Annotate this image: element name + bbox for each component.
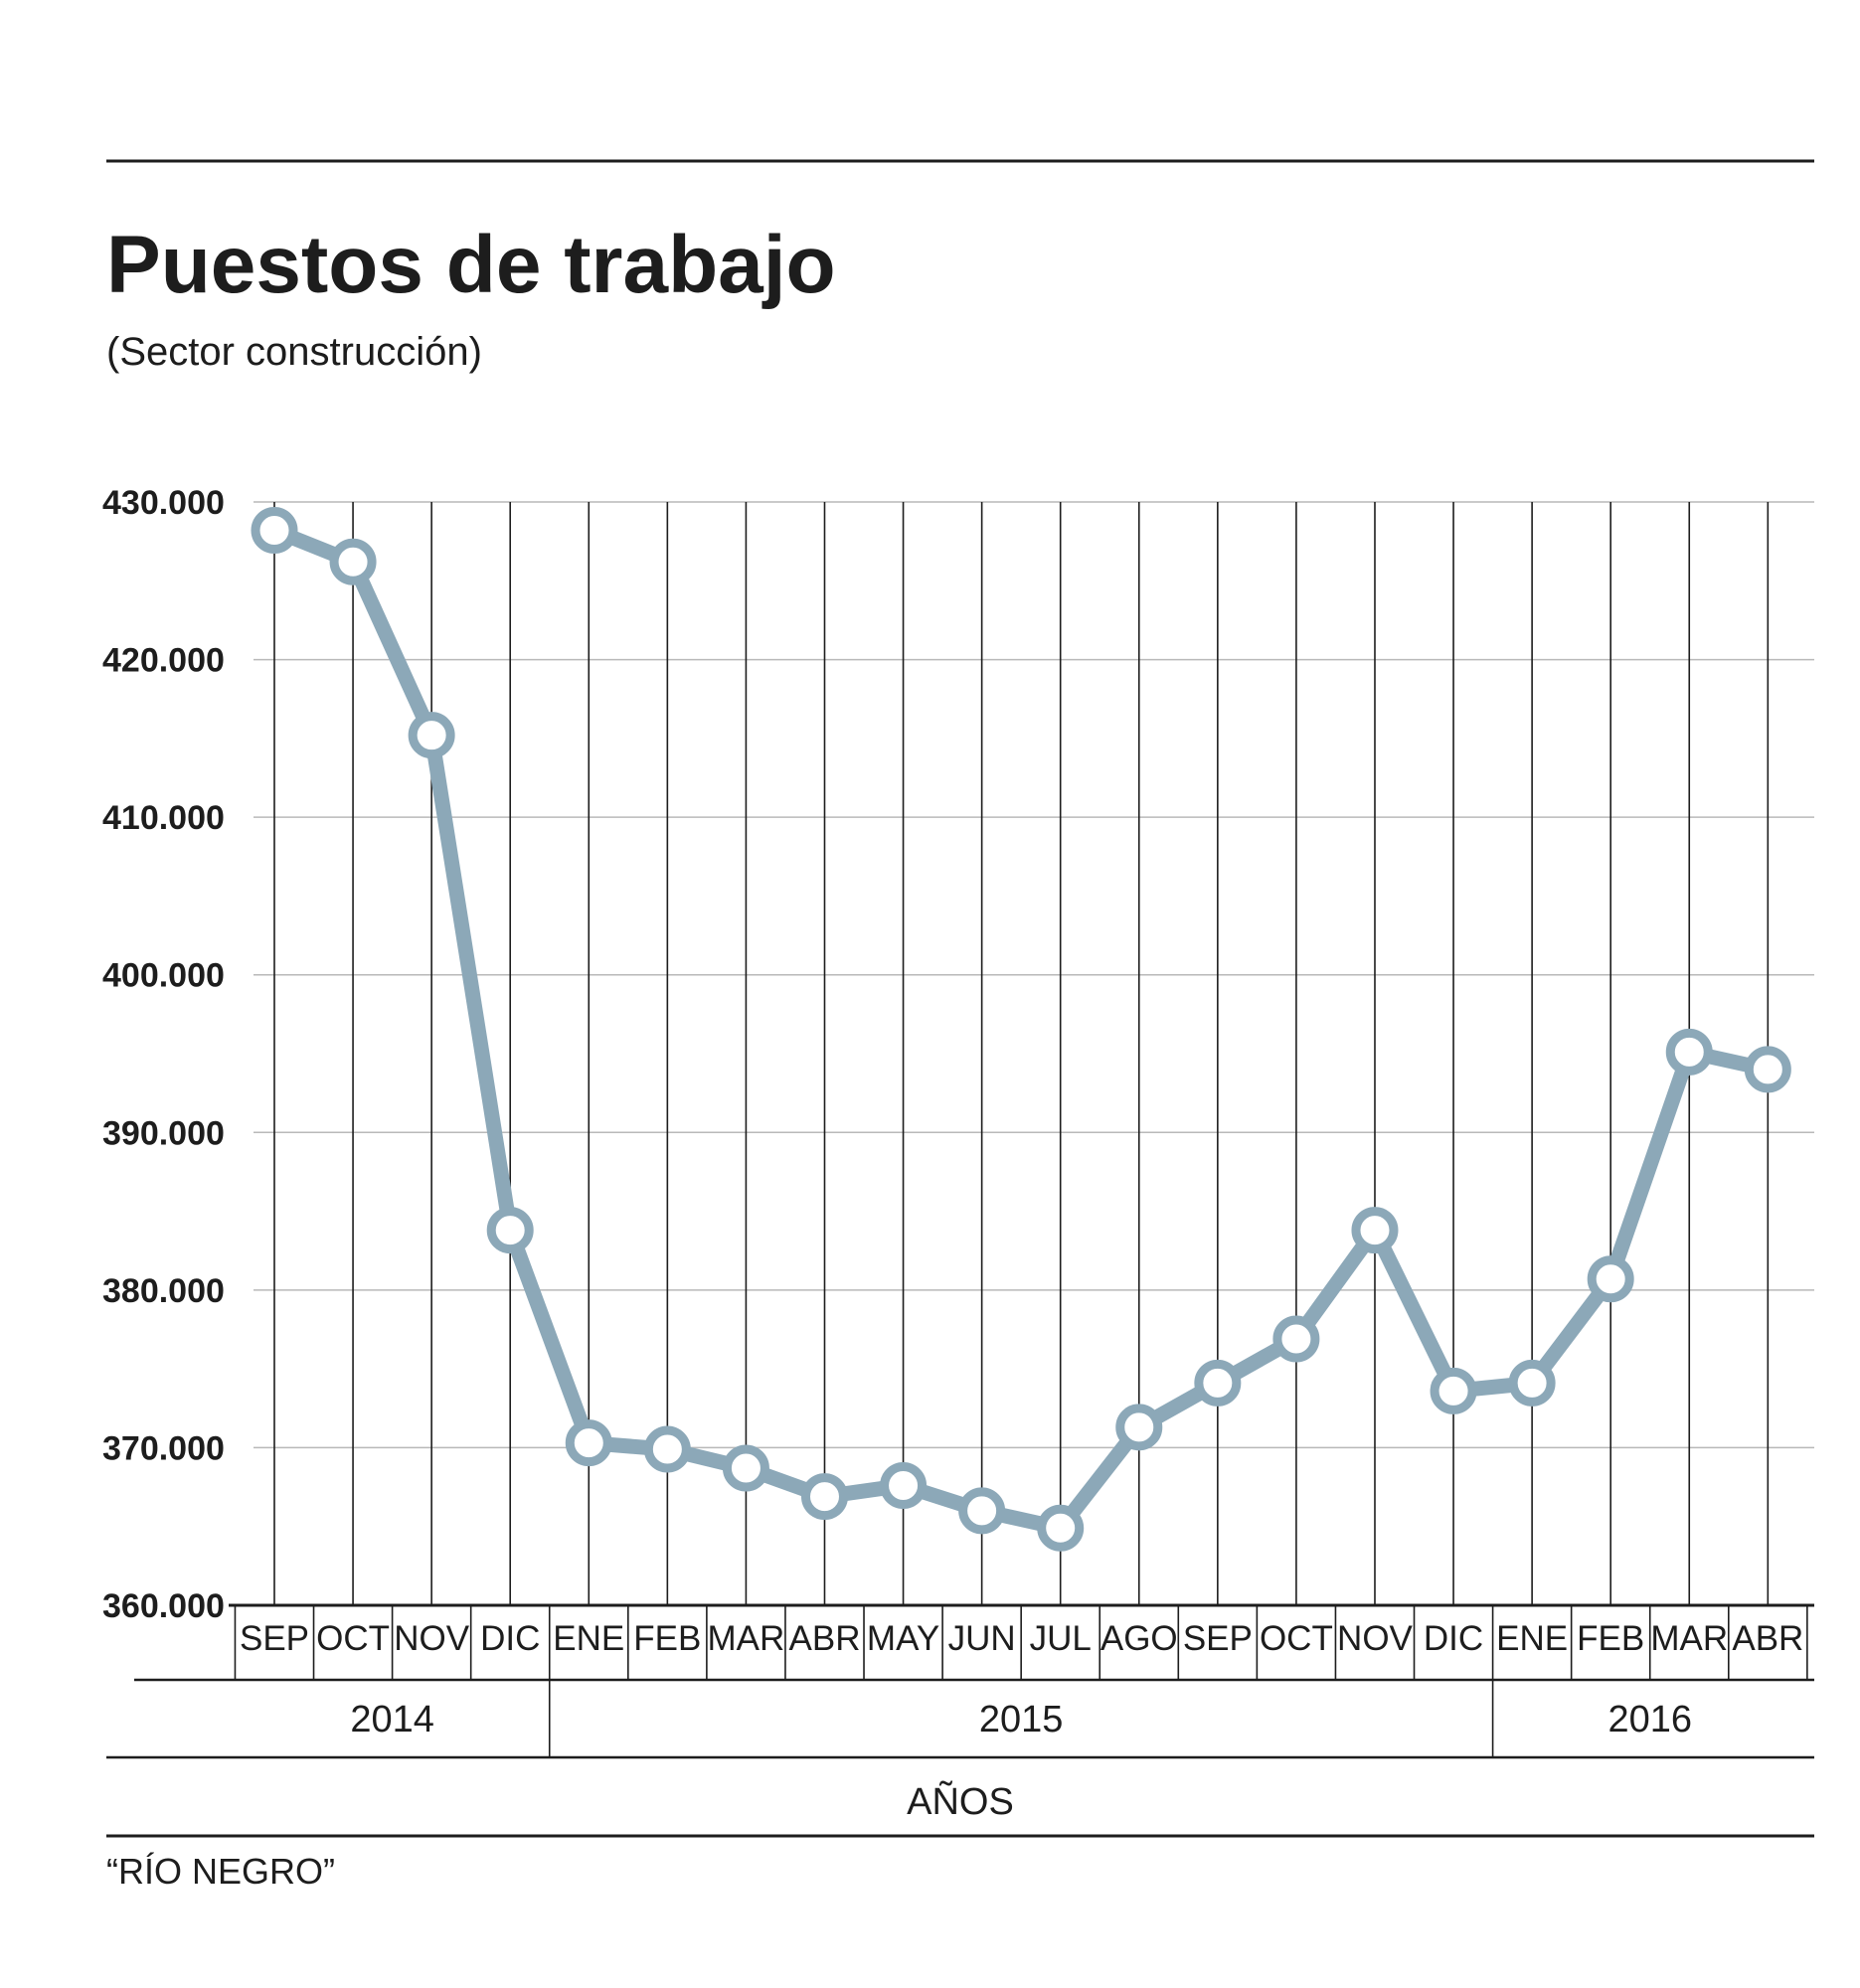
data-point [1430,1367,1477,1414]
y-tick-label: 380.000 [102,1272,225,1310]
chart-title: Puestos de trabajo [106,220,836,310]
y-axis-labels: 430.000 420.000 410.000 400.000 390.000 380.0… [102,484,225,1625]
year-label: 2016 [1607,1699,1692,1740]
x-axis-label: AÑOS [907,1780,1014,1823]
data-point [1665,1028,1713,1076]
y-tick-label: 360.000 [102,1587,225,1625]
data-point [1115,1404,1163,1451]
x-tick-label: MAR [708,1619,785,1658]
x-tick-label: JUN [948,1619,1016,1658]
data-point [1351,1207,1399,1254]
data-series [251,507,1791,1552]
data-point [486,1207,534,1254]
x-tick-label: ENE [1496,1619,1568,1658]
y-tick-label: 390.000 [102,1114,225,1152]
data-point [1508,1359,1556,1407]
gridlines [229,501,1814,1607]
x-tick-label: ABR [789,1619,861,1658]
year-label: 2014 [350,1699,434,1740]
x-tick-label: OCT [1260,1619,1333,1658]
data-point [643,1425,691,1473]
y-tick-label: 430.000 [102,484,225,522]
x-tick-label: SEP [1183,1619,1253,1658]
source-credit: “RÍO NEGRO” [106,1851,335,1892]
x-tick-label: ABR [1732,1619,1803,1658]
y-tick-label: 400.000 [102,957,225,995]
x-tick-label: FEB [633,1619,701,1658]
x-tick-label: ENE [553,1619,624,1658]
chart-subtitle: (Sector construcción) [106,330,482,374]
data-point [1194,1359,1242,1407]
data-point [408,712,455,759]
year-label: 2015 [979,1699,1064,1740]
data-point [880,1461,928,1509]
y-tick-label: 410.000 [102,799,225,837]
data-point [1744,1046,1791,1093]
x-tick-label: MAR [1650,1619,1728,1658]
data-point [722,1444,769,1492]
x-tick-label: MAY [867,1619,939,1658]
x-tick-label: DIC [1424,1619,1483,1658]
x-tick-label: NOV [1337,1619,1414,1658]
data-point [1587,1255,1634,1303]
x-tick-label: AGO [1100,1619,1178,1658]
x-tick-label: OCT [316,1619,390,1658]
x-tick-label: NOV [394,1619,470,1658]
y-tick-label: 420.000 [102,642,225,680]
x-tick-label: DIC [480,1619,540,1658]
data-point [329,538,377,585]
data-point [1272,1315,1320,1363]
x-axis: SEP OCT NOV DIC ENE FEB MAR ABR MAY JUN JUL AGO SEP O… [106,1605,1814,1759]
y-tick-label: 370.000 [102,1429,225,1467]
data-point [251,507,298,555]
data-point [800,1473,848,1521]
data-point [565,1419,612,1467]
x-tick-label: JUL [1030,1619,1092,1658]
x-tick-label: SEP [240,1619,309,1658]
data-point [958,1487,1006,1535]
data-point [1037,1504,1085,1552]
x-tick-label: FEB [1577,1619,1644,1658]
